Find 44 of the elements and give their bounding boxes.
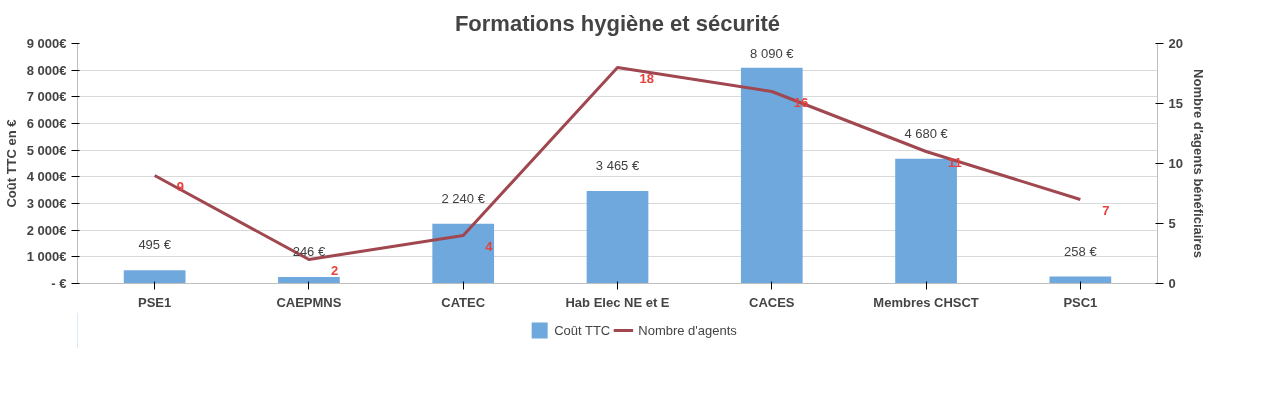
y-tick-label: 4 000€ (26, 169, 67, 185)
y2-axis-title: Nombre d'agents bénéficiaires (1190, 69, 1206, 258)
data-label: 16 (793, 94, 809, 110)
data-label: 7 (1102, 202, 1110, 218)
y2-tick-label: 10 (1168, 156, 1183, 171)
x-tick-label: CACES (749, 294, 795, 310)
data-label: 495 € (138, 237, 172, 253)
y-tick-label: 3 000€ (26, 196, 67, 211)
x-tick-label: CATEC (441, 294, 486, 310)
chart-title: Formations hygiène et sécurité (454, 10, 781, 36)
data-label: 4 680 € (904, 125, 949, 141)
y-tick-label: 7 000€ (26, 89, 67, 105)
x-tick-label: CAEPMNS (276, 294, 342, 310)
data-label: 2 (330, 262, 339, 278)
data-label: 2 240 € (441, 190, 486, 206)
bar (123, 270, 186, 284)
y-tick-label: 8 000€ (26, 62, 67, 78)
y-tick-label: 2 000€ (26, 222, 67, 238)
data-label: 3 465 € (595, 158, 640, 174)
y-tick-label: - € (51, 276, 67, 291)
y-tick-label: 9 000€ (26, 36, 67, 51)
y2-tick-label: 5 (1168, 216, 1176, 231)
bar (432, 223, 495, 284)
y-tick-label: 5 000€ (26, 142, 67, 158)
legend-label: Nombre d'agents (638, 322, 737, 338)
y2-tick-label: 20 (1168, 36, 1183, 51)
y2-tick-label: 0 (1168, 276, 1176, 291)
data-label: 11 (948, 154, 962, 170)
y2-tick-label: 15 (1168, 96, 1183, 111)
data-label: 4 (485, 238, 494, 254)
y-tick-label: 1 000€ (26, 249, 67, 265)
data-label: 18 (639, 70, 654, 86)
data-label: 8 090 € (750, 45, 795, 61)
x-tick-label: Membres CHSCT (873, 294, 979, 310)
y-axis-title: Coût TTC en € (3, 119, 19, 208)
data-label: 258 € (1064, 243, 1098, 259)
y-tick-label: 6 000€ (26, 116, 67, 131)
data-label: 246 € (292, 243, 326, 259)
x-tick-label: PSC1 (1063, 294, 1098, 310)
legend-label: Coût TTC (554, 322, 611, 338)
x-tick-label: Hab Elec NE et E (565, 294, 670, 310)
x-tick-label: PSE1 (138, 294, 172, 310)
bar (278, 276, 340, 284)
bar (586, 191, 649, 284)
